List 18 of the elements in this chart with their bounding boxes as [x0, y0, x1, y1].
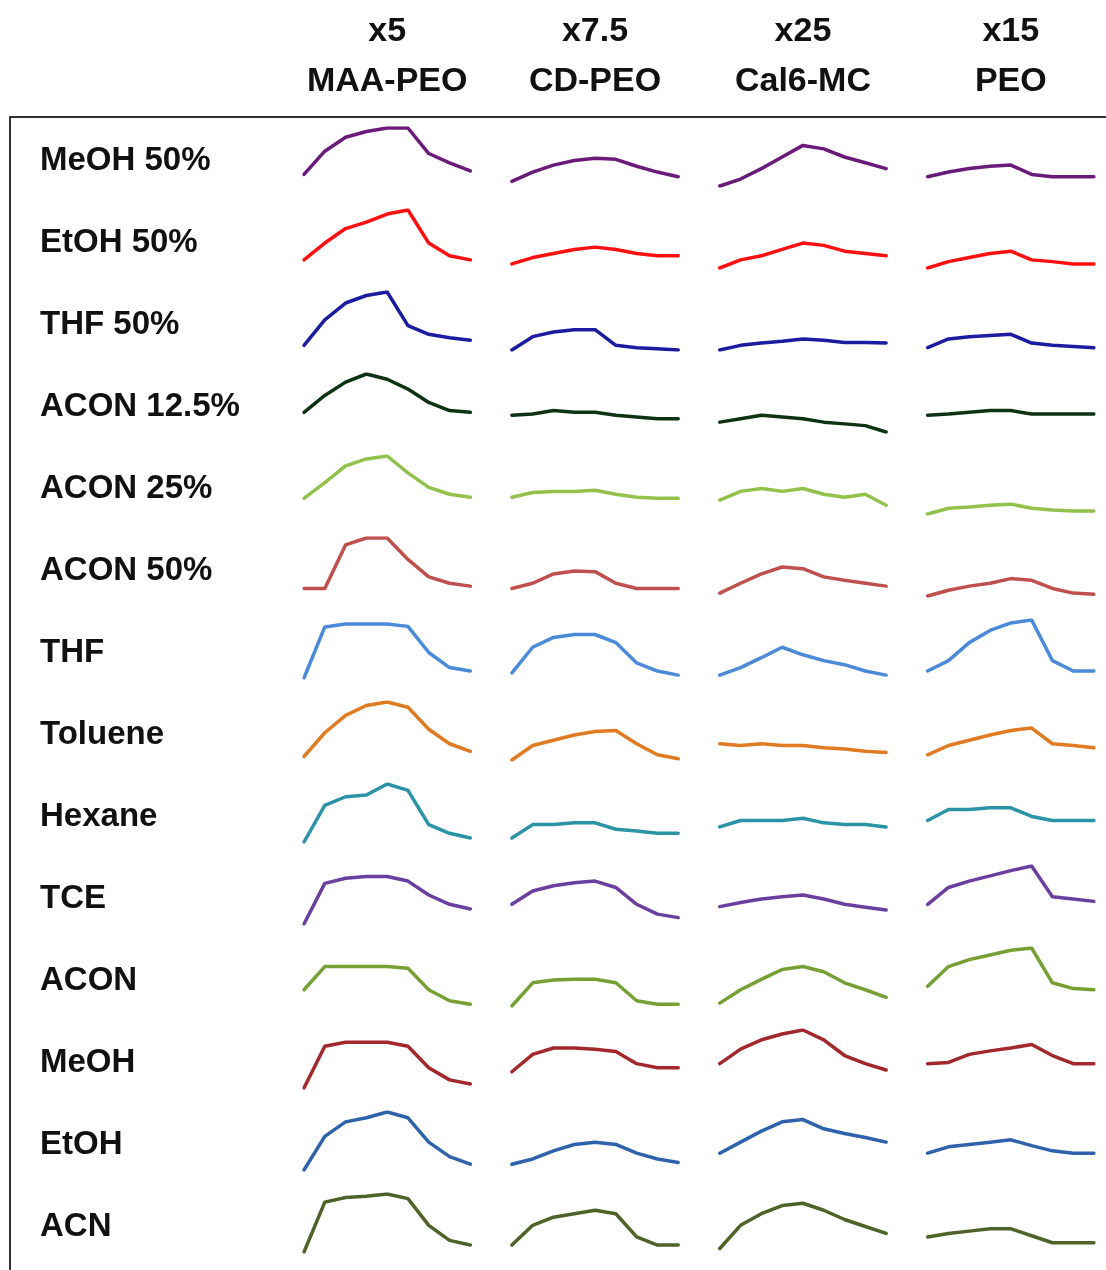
y-axis-title: MeOH [40, 1041, 136, 1081]
y-axis-title: TCE [40, 877, 106, 917]
y-axis-title: ACON 12.5% [40, 385, 240, 425]
y-axis-title: THF 50% [40, 303, 180, 343]
text: x7.5 CD-PEO [528, 9, 662, 100]
y-axis-title: ACN [40, 1205, 112, 1245]
y-axis-title: EtOH [40, 1123, 123, 1163]
text: x25 Cal6-MC [734, 9, 871, 100]
y-axis-title: THF [40, 631, 105, 671]
y-axis-title: Toluene [40, 713, 165, 753]
text: x5 MAA-PEO [306, 9, 468, 100]
y-axis-title: ACON 50% [40, 549, 213, 589]
y-axis-title: ACON 25% [40, 467, 213, 507]
y-axis-title: MeOH 50% [40, 139, 211, 179]
y-axis-title: EtOH 50% [40, 221, 198, 261]
y-axis-title: ACON [40, 959, 138, 999]
text: x15 PEO [974, 9, 1047, 100]
y-axis-title: Hexane [40, 795, 158, 835]
